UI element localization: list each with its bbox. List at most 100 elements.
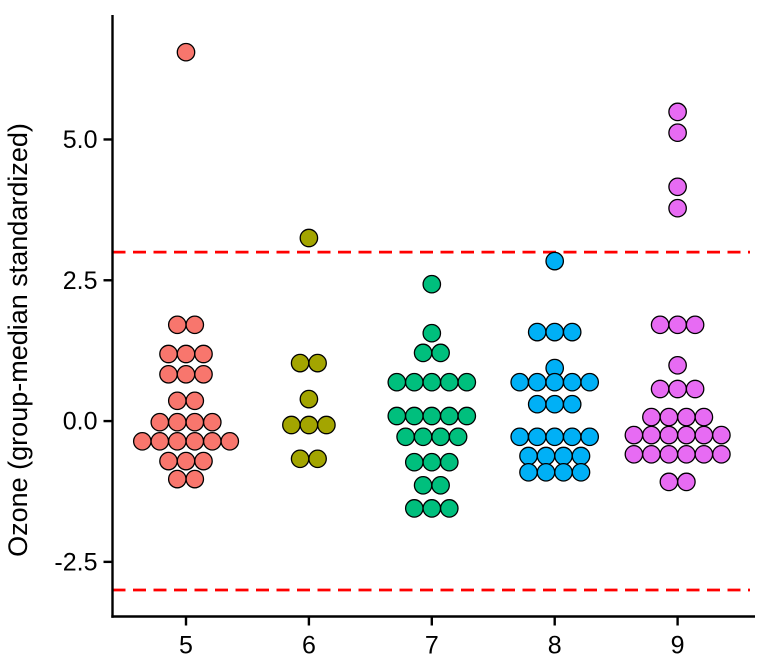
data-point [167, 391, 187, 411]
data-point [562, 372, 582, 392]
data-point [404, 372, 424, 392]
data-point [677, 407, 696, 427]
data-point [159, 344, 178, 364]
data-point [519, 446, 538, 466]
data-point [299, 415, 319, 435]
data-point [642, 444, 661, 464]
data-point [677, 444, 696, 464]
data-point [290, 353, 310, 373]
data-point [545, 372, 565, 392]
data-point [150, 431, 170, 451]
data-point [677, 472, 696, 492]
data-point [185, 469, 205, 489]
data-point [220, 431, 240, 451]
data-point [677, 425, 696, 445]
data-point [527, 394, 547, 414]
data-point [659, 472, 679, 492]
data-point [624, 444, 644, 464]
data-point [659, 425, 679, 445]
data-point [413, 427, 433, 447]
data-point [176, 42, 196, 62]
data-point [176, 451, 196, 471]
data-point [668, 379, 687, 399]
data-point [439, 499, 459, 518]
data-point [431, 343, 450, 363]
data-point [431, 427, 450, 447]
x-tick-label: 7 [425, 632, 439, 660]
data-point [712, 444, 731, 464]
data-point [519, 462, 538, 482]
data-point [439, 452, 459, 472]
data-point [202, 412, 222, 432]
data-point [685, 315, 705, 335]
y-tick-label: -2.5 [54, 548, 97, 576]
x-tick-label: 6 [302, 632, 316, 660]
data-point [694, 444, 714, 464]
data-point [185, 431, 205, 451]
data-point [290, 449, 310, 469]
data-point [457, 406, 477, 426]
data-point [150, 412, 170, 432]
data-point [562, 427, 582, 447]
data-point [167, 315, 187, 335]
data-point [317, 415, 336, 435]
data-point [132, 431, 152, 451]
data-point [431, 475, 450, 495]
data-point [448, 427, 468, 447]
data-point [694, 407, 714, 427]
data-point [308, 449, 327, 469]
data-point [685, 379, 705, 399]
data-point [439, 372, 459, 392]
data-point [202, 431, 222, 451]
data-point [580, 372, 600, 392]
data-point [545, 251, 565, 271]
data-point [387, 372, 407, 392]
data-point [668, 177, 687, 197]
data-point [404, 406, 424, 426]
data-point [167, 469, 187, 489]
data-point [422, 323, 442, 343]
data-point [404, 452, 424, 472]
x-tick-label: 9 [671, 632, 685, 660]
data-point [545, 427, 565, 447]
data-point [422, 274, 442, 294]
data-point [668, 355, 687, 375]
data-point [299, 389, 319, 409]
data-point [159, 364, 178, 384]
y-axis-title: Ozone (group-median standardized) [3, 123, 33, 557]
data-point [422, 372, 442, 392]
data-point [562, 394, 582, 414]
data-point [650, 379, 670, 399]
data-point [527, 427, 547, 447]
data-point [185, 391, 205, 411]
y-tick-label: 0.0 [63, 408, 98, 436]
data-point [668, 198, 687, 218]
data-point [650, 315, 670, 335]
data-point [282, 415, 301, 435]
data-point [194, 364, 213, 384]
data-point [387, 406, 407, 426]
data-point [624, 425, 644, 445]
data-point [536, 462, 556, 482]
data-point [439, 406, 459, 426]
data-point [167, 431, 187, 451]
data-point [536, 446, 556, 466]
data-point [659, 407, 679, 427]
x-tick-label: 8 [548, 632, 562, 660]
data-point [185, 412, 205, 432]
data-point [396, 427, 415, 447]
data-point [659, 444, 679, 464]
data-point [527, 322, 547, 342]
data-point [422, 406, 442, 426]
data-point [422, 452, 442, 472]
data-point [159, 451, 178, 471]
data-point [571, 446, 591, 466]
data-point [554, 446, 573, 466]
data-point [176, 364, 196, 384]
data-point [545, 394, 565, 414]
data-point [668, 102, 687, 122]
y-tick-label: 5.0 [63, 126, 98, 154]
y-tick-label: 2.5 [63, 267, 98, 295]
